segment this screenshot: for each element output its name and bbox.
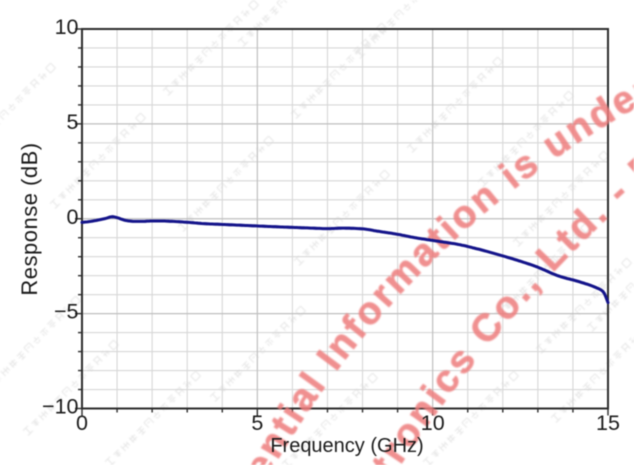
svg-text:−10: −10 xyxy=(42,395,79,419)
svg-text:5: 5 xyxy=(67,110,79,134)
svg-text:15: 15 xyxy=(596,411,620,435)
svg-text:Frequency (GHz): Frequency (GHz) xyxy=(270,435,423,457)
svg-text:Response (dB): Response (dB) xyxy=(17,142,42,295)
svg-text:10: 10 xyxy=(421,411,445,435)
svg-text:10: 10 xyxy=(55,15,79,39)
svg-text:0: 0 xyxy=(67,205,79,229)
svg-text:0: 0 xyxy=(76,411,88,435)
svg-text:−5: −5 xyxy=(54,300,79,324)
svg-text:5: 5 xyxy=(251,411,263,435)
